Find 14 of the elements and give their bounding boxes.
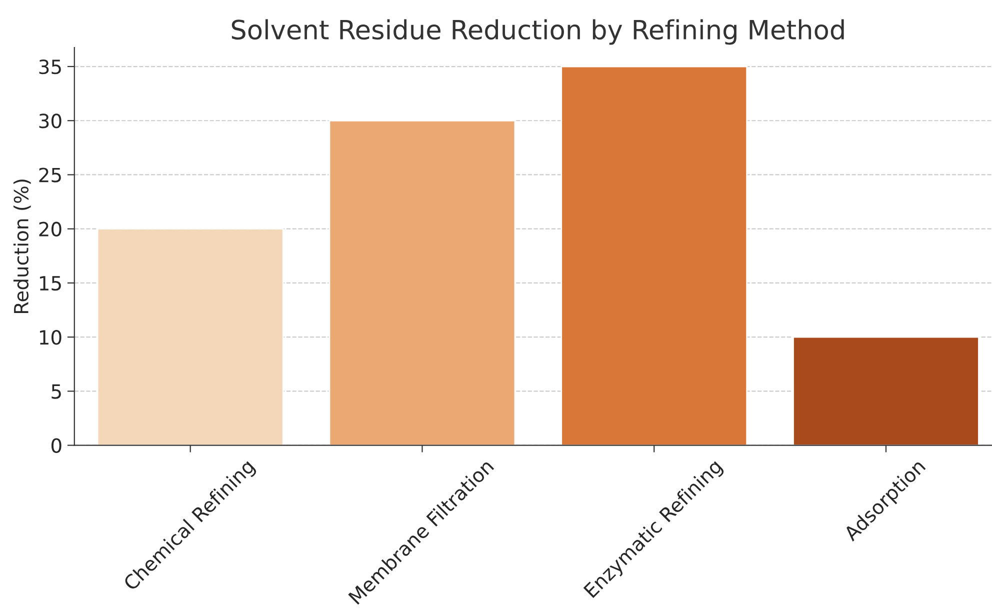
y-tick-label: 30 (39, 114, 62, 128)
bar (560, 66, 748, 446)
y-tick-label: 0 (52, 438, 62, 453)
y-axis-title: Reduction (%) (13, 180, 31, 314)
y-tick-label: 10 (40, 330, 62, 345)
y-tick-label: 15 (40, 276, 61, 291)
y-tick-label: 20 (39, 222, 62, 237)
y-tick-label: 25 (39, 168, 61, 182)
y-tick-label: 35 (39, 59, 61, 74)
chart-title: Solvent Residue Reduction by Refining Method (232, 19, 844, 45)
bar (96, 228, 284, 446)
y-tick-label: 5 (52, 384, 61, 399)
bar (792, 336, 980, 446)
bar (328, 120, 516, 446)
